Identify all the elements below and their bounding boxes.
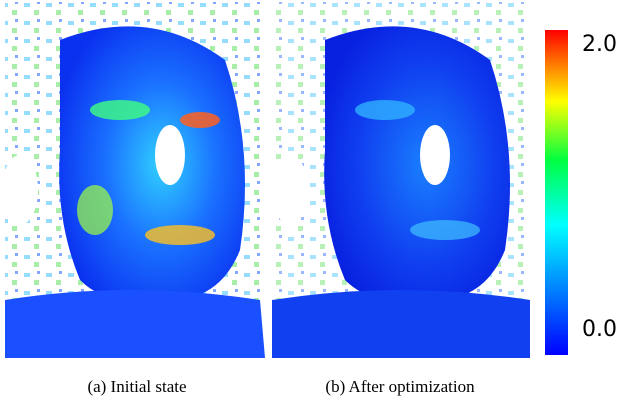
caption: (a) Initial state <box>87 377 186 396</box>
colorbar <box>545 30 568 355</box>
panel-a-image <box>2 2 265 360</box>
colorbar-tick-label: 2.0 <box>582 32 617 57</box>
panel-b-image <box>272 2 530 360</box>
colorbar-tick-label: 0.0 <box>582 317 617 342</box>
caption: (b) After optimization <box>325 377 475 396</box>
